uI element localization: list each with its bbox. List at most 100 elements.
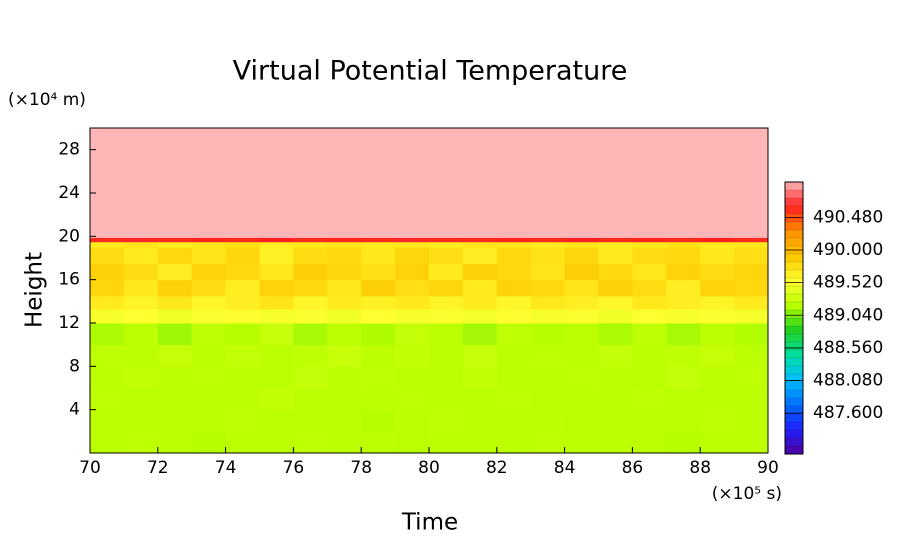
- cell: [225, 323, 260, 346]
- cell: [598, 237, 633, 243]
- cell: [225, 128, 260, 238]
- cell: [123, 241, 159, 248]
- cell: [361, 241, 396, 248]
- colorbar-tick-label: 490.000: [813, 240, 883, 260]
- cell: [395, 247, 430, 264]
- cell: [632, 344, 667, 367]
- y-tick-label: 4: [69, 400, 80, 420]
- cell: [564, 323, 599, 346]
- cell: [90, 388, 125, 411]
- cell: [90, 247, 125, 264]
- cell: [395, 295, 430, 310]
- cell: [429, 308, 464, 324]
- cell: [530, 308, 566, 324]
- cell: [564, 388, 599, 411]
- cell: [293, 366, 328, 389]
- cell: [157, 128, 193, 238]
- cell: [666, 279, 701, 297]
- cell: [395, 308, 430, 324]
- cell: [632, 295, 667, 310]
- cell: [429, 344, 464, 367]
- cell: [564, 409, 599, 432]
- cell: [361, 344, 396, 367]
- cell: [191, 388, 227, 411]
- cell: [564, 237, 599, 243]
- cell: [598, 308, 633, 324]
- cell: [462, 431, 498, 454]
- colorbar-band: [784, 253, 804, 263]
- colorbar-band: [784, 365, 804, 375]
- cell: [700, 263, 735, 281]
- colorbar-band: [784, 213, 804, 223]
- cell: [564, 263, 599, 281]
- x-tick-label: 70: [79, 458, 101, 478]
- cell: [395, 431, 430, 454]
- cell: [157, 308, 193, 324]
- y-tick-label: 12: [58, 313, 80, 333]
- cell: [293, 308, 328, 324]
- cell: [361, 388, 396, 411]
- cell: [734, 295, 769, 310]
- cell: [395, 279, 430, 297]
- cell: [225, 388, 260, 411]
- cell: [530, 128, 566, 238]
- colorbar-frame: [784, 181, 804, 455]
- cell: [666, 388, 701, 411]
- cell: [225, 308, 260, 324]
- cell: [90, 128, 125, 238]
- cell: [429, 237, 464, 243]
- cell: [734, 279, 769, 297]
- x-tick-label: 84: [554, 458, 576, 478]
- cell: [564, 295, 599, 310]
- cell: [598, 128, 633, 238]
- cell: [157, 409, 193, 432]
- colorbar-band: [784, 373, 804, 383]
- cell: [496, 323, 532, 346]
- cell: [293, 263, 328, 281]
- cell: [191, 344, 227, 367]
- cell: [429, 388, 464, 411]
- x-tick-label: 78: [350, 458, 372, 478]
- cell: [157, 237, 193, 243]
- colorbar-band: [784, 277, 804, 287]
- cell: [259, 237, 294, 243]
- cell: [327, 366, 362, 389]
- cell: [700, 241, 735, 248]
- cell: [632, 237, 667, 243]
- cell: [496, 237, 532, 243]
- cell: [530, 237, 566, 243]
- cell: [734, 344, 769, 367]
- cell: [530, 241, 566, 248]
- cell: [157, 366, 193, 389]
- cell: [666, 295, 701, 310]
- cell: [530, 279, 566, 297]
- cell: [123, 366, 159, 389]
- cell: [361, 431, 396, 454]
- colorbar-band: [784, 381, 804, 391]
- cell: [666, 431, 701, 454]
- cell: [191, 295, 227, 310]
- cell: [225, 241, 260, 248]
- colorbar-tick-label: 488.080: [813, 371, 883, 391]
- cell: [327, 388, 362, 411]
- cell: [734, 323, 769, 346]
- cell: [157, 279, 193, 297]
- cell: [429, 295, 464, 310]
- cell: [734, 241, 769, 248]
- cell: [632, 388, 667, 411]
- colorbar-band: [784, 333, 804, 343]
- cell: [700, 344, 735, 367]
- cell: [598, 295, 633, 310]
- cell: [462, 308, 498, 324]
- cell: [259, 128, 294, 238]
- cell: [395, 388, 430, 411]
- cell: [259, 388, 294, 411]
- cell: [700, 431, 735, 454]
- cell: [225, 247, 260, 264]
- colorbar-band: [784, 205, 804, 215]
- colorbar-band: [784, 269, 804, 279]
- cell: [666, 247, 701, 264]
- cell: [700, 409, 735, 432]
- cell: [123, 247, 159, 264]
- cell: [361, 279, 396, 297]
